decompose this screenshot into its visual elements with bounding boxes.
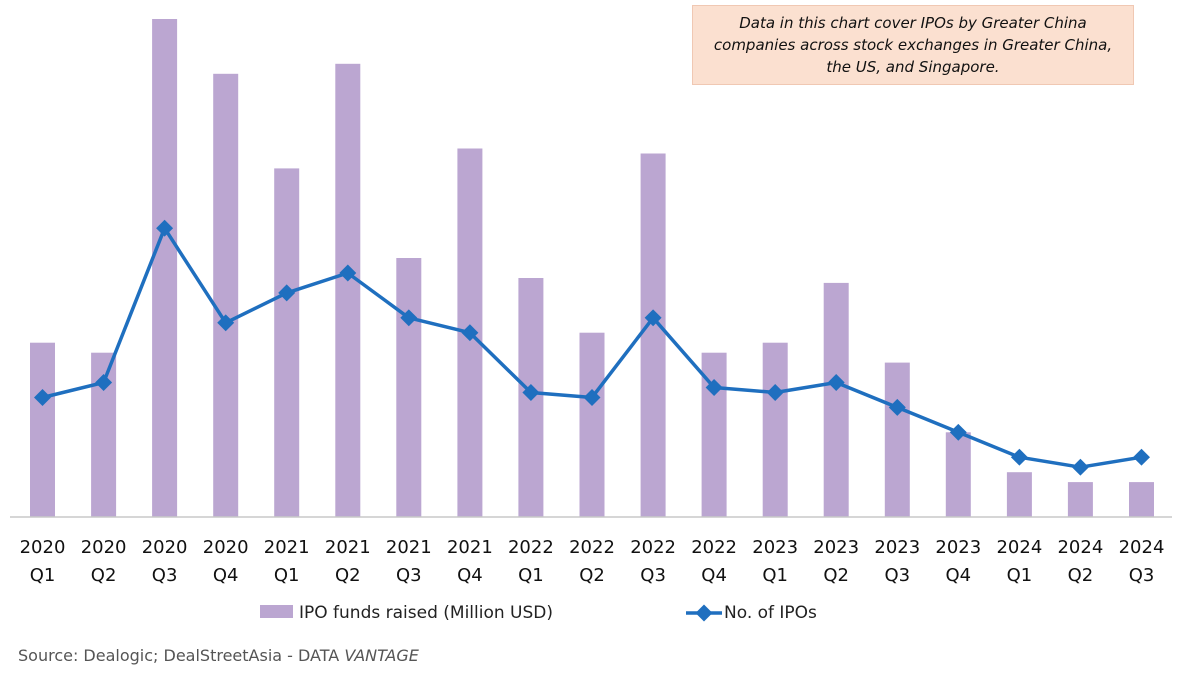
x-tick-label: 2021 Q4: [447, 537, 493, 586]
line-marker-2022-q2: [583, 389, 601, 406]
source-text: Source: Dealogic; DealStreetAsia - DATA: [18, 646, 345, 665]
x-tick-label: 2023 Q1: [752, 537, 798, 586]
line-marker-2023-q3: [888, 398, 906, 416]
note-line-2: companies across stock exchanges in Grea…: [713, 36, 1113, 54]
line-marker-2021-q3: [400, 309, 418, 327]
x-tick-label: 2020 Q3: [142, 537, 188, 586]
bar-2020-q3: [152, 19, 178, 517]
line-marker-2024-q2: [1071, 458, 1089, 476]
bar-2022-q3: [640, 153, 666, 517]
x-tick-label: 2023 Q2: [813, 537, 859, 586]
line-marker-2023-q4: [949, 423, 967, 441]
bar-2022-q2: [579, 332, 605, 517]
x-tick-label: 2024 Q1: [996, 537, 1042, 586]
x-tick-label: 2021 Q2: [325, 537, 371, 586]
legend-label-bar: IPO funds raised (Million USD): [299, 603, 553, 623]
x-tick-labels: 2020 Q1 2020 Q2 2020 Q3 2020 Q4 2021 Q1 2021 Q2 2021…: [20, 537, 1165, 586]
line-marker-2024-q1: [1010, 448, 1028, 466]
chart-note: Data in this chart cover IPOs by Greater…: [692, 5, 1134, 85]
x-tick-label: 2024 Q3: [1119, 537, 1165, 586]
bar-2023-q1: [762, 342, 788, 517]
bar-2020-q1: [30, 342, 55, 517]
legend-label-line: No. of IPOs: [724, 603, 817, 623]
x-tick-label: 2021 Q3: [386, 537, 432, 586]
line-marker-2020-q4: [217, 314, 235, 332]
x-tick-label: 2023 Q3: [874, 537, 920, 586]
bar-2020-q4: [213, 73, 239, 518]
x-tick-label: 2022 Q4: [691, 537, 737, 586]
bar-2021-q2: [335, 63, 361, 518]
x-tick-label: 2020 Q4: [203, 537, 249, 586]
bar-2024-q3: [1129, 482, 1154, 517]
line-marker-2021-q1: [278, 284, 296, 302]
legend-swatch-bar: [260, 605, 293, 618]
bar-2023-q3: [884, 362, 910, 517]
bar-2024-q1: [1006, 472, 1032, 517]
line-marker-2021-q4: [461, 324, 479, 342]
source-brand: VANTAGE: [344, 646, 419, 665]
legend: IPO funds raised (Million USD) No. of IP…: [260, 603, 817, 623]
line-marker-2020-q3: [156, 219, 174, 237]
x-tick-label: 2023 Q4: [935, 537, 981, 586]
bar-2023-q4: [945, 432, 971, 517]
bar-2024-q2: [1067, 482, 1093, 517]
x-tick-label: 2020 Q1: [20, 537, 66, 586]
line-marker-2022-q4: [705, 379, 723, 396]
bar-2021-q1: [274, 168, 300, 517]
line-marker-2023-q1: [766, 384, 784, 401]
bar-2021-q3: [396, 258, 422, 517]
x-tick-label: 2022 Q3: [630, 537, 676, 586]
x-tick-label: 2021 Q1: [264, 537, 310, 586]
source-credit: Source: Dealogic; DealStreetAsia - DATA …: [18, 646, 419, 665]
line-marker-2020-q2: [95, 374, 113, 391]
line-marker-2023-q2: [827, 374, 845, 391]
bar-2023-q2: [823, 282, 849, 517]
line-marker-2022-q3: [644, 309, 662, 327]
legend-swatch-marker: [695, 604, 713, 622]
line-marker-2024-q3: [1133, 448, 1150, 466]
x-tick-label: 2024 Q2: [1057, 537, 1103, 586]
x-tick-label: 2022 Q1: [508, 537, 554, 586]
line-series: [34, 219, 1150, 476]
x-tick-label: 2020 Q2: [81, 537, 127, 586]
line-marker-2022-q1: [522, 384, 540, 401]
note-line-3: the US, and Singapore.: [826, 58, 1000, 76]
x-tick-label: 2022 Q2: [569, 537, 615, 586]
bar-series: [30, 19, 1154, 518]
line-marker-2021-q2: [339, 264, 357, 282]
note-line-1: Data in this chart cover IPOs by Greater…: [739, 14, 1087, 32]
